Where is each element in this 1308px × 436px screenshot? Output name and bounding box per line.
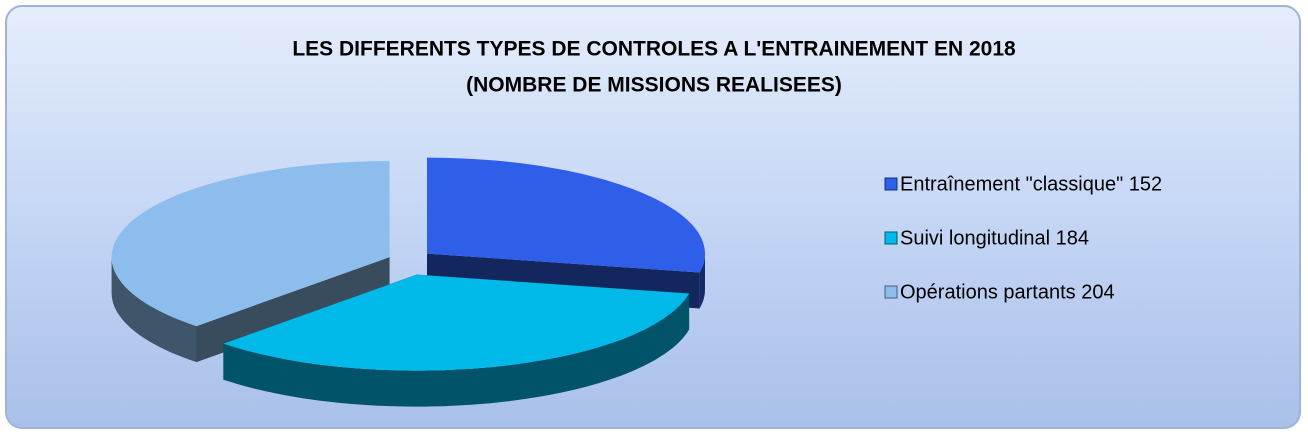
legend-marker — [884, 177, 898, 191]
chart-subtitle: (NOMBRE DE MISSIONS REALISEES) — [466, 74, 842, 97]
slice-wall — [196, 257, 390, 363]
chart-title: LES DIFFERENTS TYPES DE CONTROLES A L'EN… — [292, 38, 1016, 61]
slice — [223, 274, 690, 371]
pie — [111, 157, 705, 407]
slice-side — [223, 293, 690, 407]
legend-label: Entraînement "classique" 152 — [900, 173, 1162, 195]
legend-marker — [884, 231, 898, 245]
legend-label: Suivi longitudinal 184 — [900, 227, 1089, 249]
slice-side — [699, 253, 705, 309]
slice-side — [111, 257, 197, 363]
legend-label: Opérations partants 204 — [900, 281, 1115, 303]
slice — [427, 157, 705, 273]
legend-marker — [884, 285, 898, 299]
slice — [111, 161, 390, 327]
legend: Entraînement "classique" 152 Suivi longit… — [884, 173, 1162, 303]
